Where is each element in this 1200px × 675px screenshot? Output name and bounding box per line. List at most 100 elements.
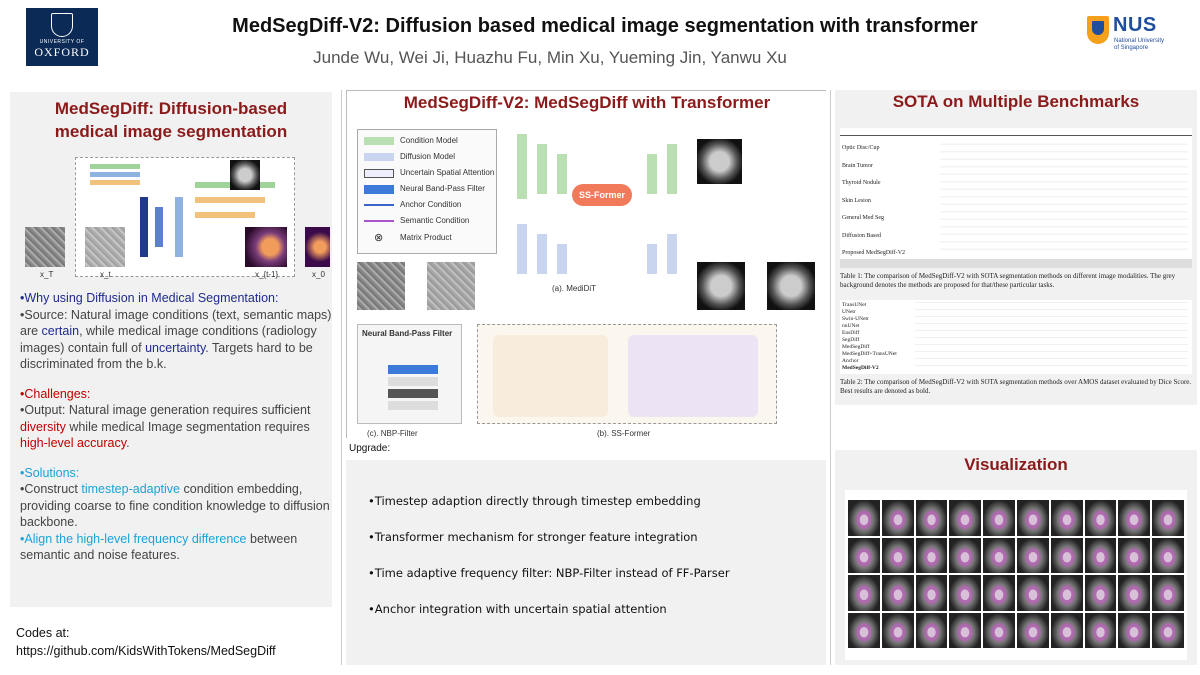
vis-image bbox=[983, 537, 1015, 573]
condition-encoder-block bbox=[557, 154, 567, 194]
ssformer-box bbox=[477, 324, 777, 424]
left-panel-title: MedSegDiff: Diffusion-based medical imag… bbox=[10, 97, 332, 143]
vis-image bbox=[881, 575, 914, 611]
vis-image bbox=[983, 500, 1015, 536]
challenges-heading: •Challenges: bbox=[20, 386, 91, 401]
poster-authors: Junde Wu, Wei Ji, Huazhu Fu, Min Xu, Yue… bbox=[313, 48, 787, 67]
vis-image bbox=[1084, 500, 1117, 536]
conv-block bbox=[388, 377, 438, 386]
nus-shield-icon bbox=[1087, 16, 1109, 44]
legend-nbp-filter: Neural Band-Pass Filter bbox=[400, 184, 485, 193]
left-panel-text: •Why using Diffusion in Medical Segmenta… bbox=[20, 290, 332, 577]
table2-row: Anchor bbox=[842, 358, 859, 364]
vis-image bbox=[848, 500, 880, 536]
vis-image bbox=[848, 575, 880, 611]
architecture-title: MedSegDiff-V2: MedSegDiff with Transform… bbox=[403, 93, 771, 112]
left-title-line2: medical image segmentation bbox=[54, 122, 288, 141]
table1-header bbox=[840, 128, 1192, 136]
source-text-c: . Targets hard to be discriminated from … bbox=[20, 340, 313, 372]
nus-logo: NUS National University of Singapore bbox=[1087, 14, 1179, 54]
solution2-text-b: between semantic and noise features. bbox=[20, 531, 298, 563]
vis-image bbox=[1118, 537, 1151, 573]
upgrade-list: •Timestep adaption directly through time… bbox=[368, 494, 730, 638]
nbp-filter-title: Neural Band-Pass Filter bbox=[362, 329, 453, 338]
decoder-block bbox=[195, 197, 265, 203]
encoder-block bbox=[155, 207, 163, 247]
segmentation-decoder-bar bbox=[90, 180, 140, 185]
prediction-image-x0 bbox=[305, 227, 330, 267]
table1-caption: Table 1: The comparison of MedSegDiff-V2… bbox=[840, 272, 1176, 289]
table2-caption: Table 2: The comparison of MedSegDiff-V2… bbox=[840, 378, 1192, 395]
table2-row: nnUNet bbox=[842, 323, 860, 329]
left-title-line1: MedSegDiff: Diffusion-based bbox=[54, 99, 288, 118]
condition-decoder-block bbox=[667, 144, 677, 194]
condition-encoder-bar bbox=[90, 164, 140, 169]
table1-row: Skin Lesion bbox=[842, 197, 871, 204]
legend-matrix-product: Matrix Product bbox=[400, 233, 452, 242]
vis-image bbox=[1016, 500, 1049, 536]
visualization-title: Visualization bbox=[964, 455, 1068, 474]
left-panel: MedSegDiff: Diffusion-based medical imag… bbox=[10, 92, 332, 607]
upgrade-item: •Transformer mechanism for stronger feat… bbox=[368, 530, 698, 544]
output-x0-image bbox=[767, 262, 815, 310]
solutions-block: •Solutions: •Construct timestep-adaptive… bbox=[20, 465, 332, 564]
encoder-block bbox=[175, 197, 183, 257]
ssformer-stage-2 bbox=[628, 335, 758, 417]
condition-image bbox=[230, 160, 260, 190]
table2-row-labels: TransUNet UNetr Swin-UNetr nnUNet EnsDif… bbox=[842, 302, 897, 372]
visualization-grid bbox=[845, 490, 1187, 660]
vis-image bbox=[1118, 575, 1151, 611]
visualization-panel: Visualization bbox=[835, 450, 1197, 665]
output-text-a: •Output: Natural image generation requir… bbox=[20, 403, 311, 417]
table1-row-labels: Optic Disc/Cup Brain Tumor Thyroid Nodul… bbox=[842, 140, 905, 263]
vis-image bbox=[1050, 612, 1083, 648]
table1-values-grid bbox=[940, 140, 1188, 256]
condition-encoder-block bbox=[537, 144, 547, 194]
table1-row: Thyroid Nodule bbox=[842, 180, 881, 186]
upgrade-item: •Time adaptive frequency filter: NBP-Fil… bbox=[368, 566, 730, 580]
output-text-c: . bbox=[126, 436, 130, 450]
nus-sub-line2: of Singapore bbox=[1114, 45, 1149, 51]
condition-ct-image bbox=[697, 139, 742, 184]
upgrade-label: Upgrade: bbox=[349, 443, 391, 454]
vis-image bbox=[1118, 612, 1151, 648]
solutions-heading: •Solutions: bbox=[20, 465, 80, 480]
label-x0: x_0 bbox=[312, 270, 325, 279]
diffusion-decoder-block bbox=[667, 234, 677, 274]
ssformer-caption: (b). SS-Former bbox=[597, 429, 651, 438]
legend-semantic-condition: Semantic Condition bbox=[400, 216, 470, 225]
vis-image bbox=[1152, 500, 1184, 536]
vis-image bbox=[1152, 537, 1184, 573]
nbp-caption: (c). NBP-Filter bbox=[367, 429, 418, 438]
architecture-legend: Condition Model Diffusion Model Uncertai… bbox=[357, 129, 497, 254]
table2-row: TransUNet bbox=[842, 302, 867, 308]
semantic-arrow-icon bbox=[364, 220, 394, 222]
diffusion-encoder-block bbox=[537, 234, 547, 274]
nbp-filter-swatch bbox=[364, 185, 394, 194]
vis-image bbox=[1050, 575, 1083, 611]
table1-row: Proposed MedSegDiff-V2 bbox=[842, 250, 906, 256]
medsegdiff-figure: x_T x_t x_{t-1} x_0 bbox=[20, 152, 330, 352]
why-block: •Why using Diffusion in Medical Segmenta… bbox=[20, 290, 332, 373]
table2-row: MedSegDiff+TransUNet bbox=[842, 351, 897, 357]
sota-panel: SOTA on Multiple Benchmarks Optic Disc/C… bbox=[835, 90, 1197, 405]
output-diversity: diversity bbox=[20, 419, 66, 434]
vis-image bbox=[949, 612, 982, 648]
diffusion-encoder-block bbox=[557, 244, 567, 274]
codes-link[interactable]: https://github.com/KidsWithTokens/MedSeg… bbox=[16, 644, 276, 658]
vis-image bbox=[1084, 537, 1117, 573]
solution2-highlight: •Align the high-level frequency differen… bbox=[20, 531, 247, 546]
source-text-a: •Source: Natural image conditions (text,… bbox=[20, 307, 332, 339]
architecture-figure: Condition Model Diffusion Model Uncertai… bbox=[357, 129, 817, 438]
column-divider-right bbox=[830, 90, 831, 665]
table1-row: Optic Disc/Cup bbox=[842, 145, 880, 151]
upgrade-panel: •Timestep adaption directly through time… bbox=[346, 460, 826, 665]
vis-image bbox=[848, 612, 880, 648]
matrix-product-icon: ⊗ bbox=[374, 232, 384, 244]
table1: Optic Disc/Cup Brain Tumor Thyroid Nodul… bbox=[840, 128, 1192, 268]
source-uncertainty: uncertainty bbox=[145, 340, 206, 355]
table2: TransUNet UNetr Swin-UNetr nnUNet EnsDif… bbox=[840, 300, 1192, 374]
vis-image bbox=[1016, 537, 1049, 573]
condition-encoder-block bbox=[517, 134, 527, 199]
architecture-panel: MedSegDiff-V2: MedSegDiff with Transform… bbox=[346, 90, 826, 438]
